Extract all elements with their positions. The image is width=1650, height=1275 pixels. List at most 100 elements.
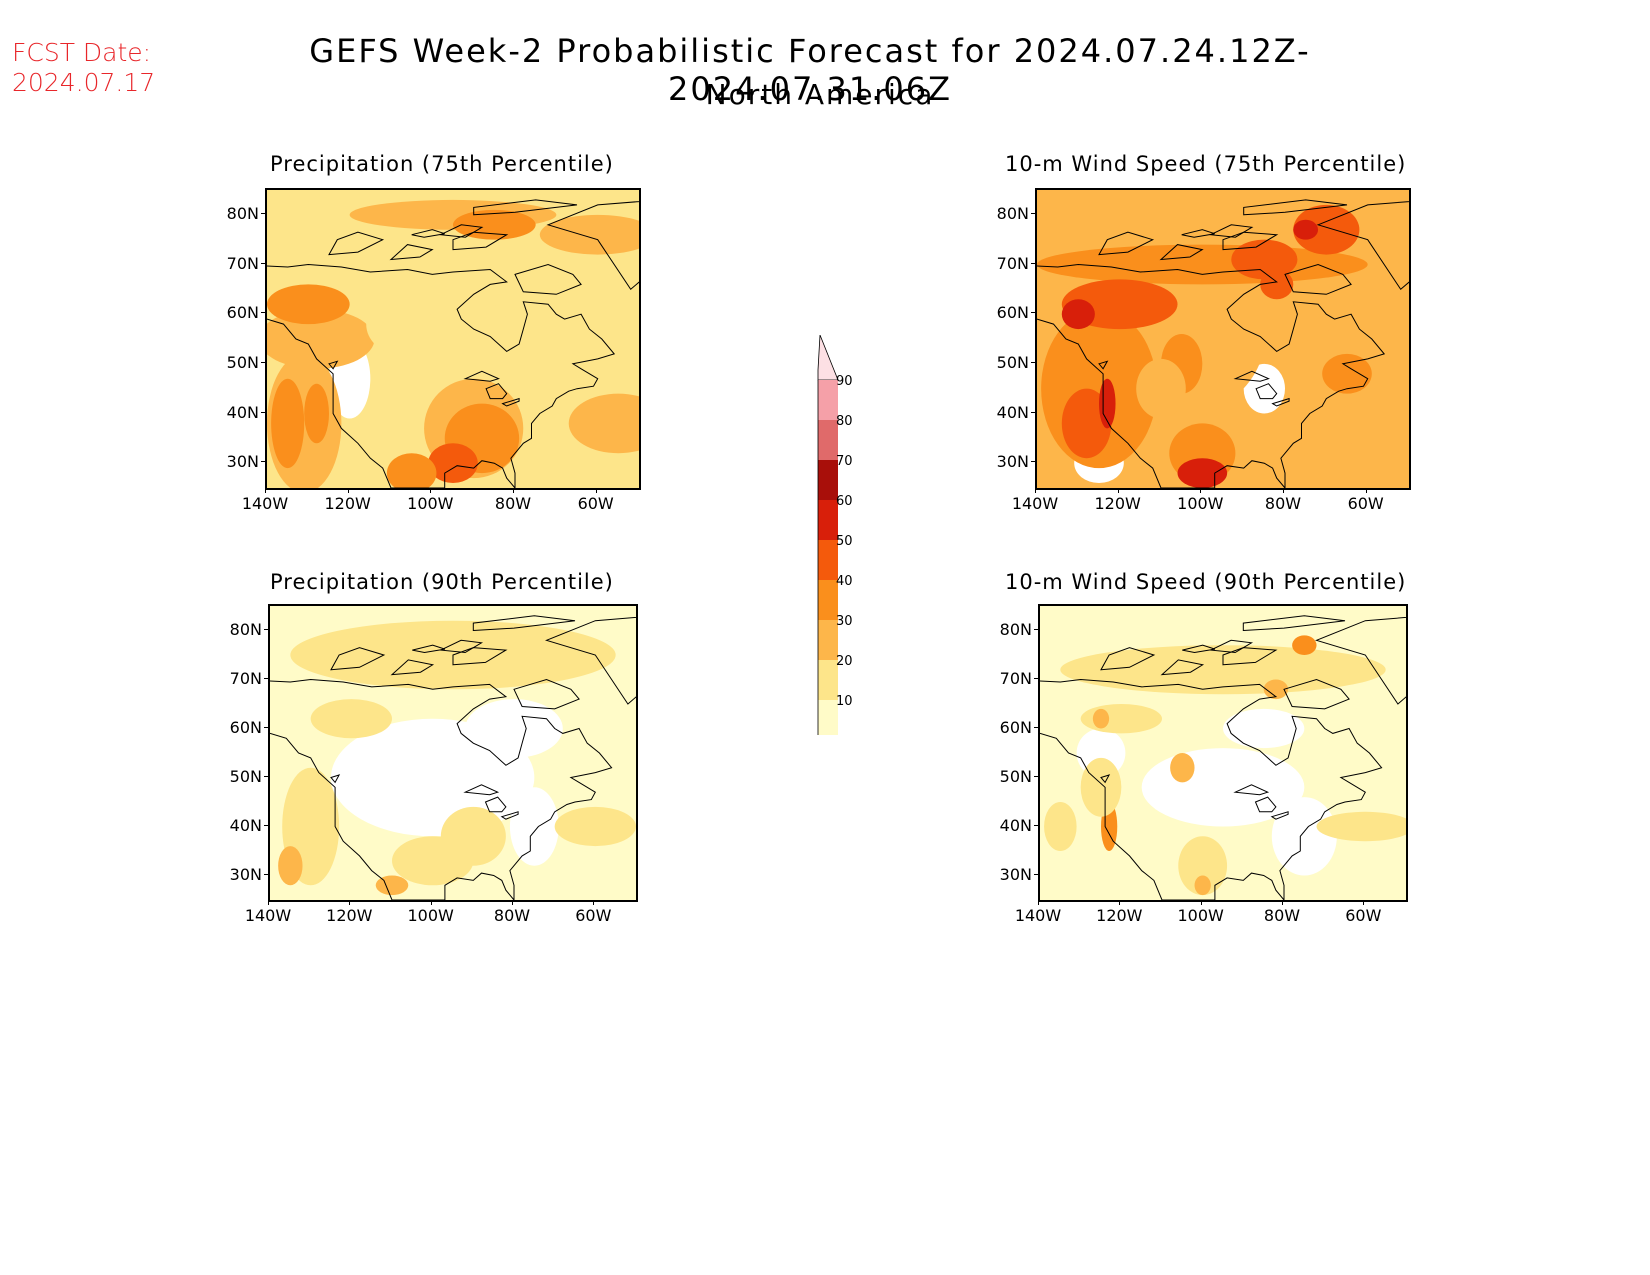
lat-tick bbox=[1031, 312, 1036, 314]
probability-contour bbox=[1060, 645, 1386, 695]
probability-contour bbox=[271, 378, 305, 469]
shoreline bbox=[501, 397, 520, 407]
lat-tick bbox=[264, 775, 269, 777]
lat-tick-label: 80N bbox=[226, 203, 259, 223]
shoreline bbox=[1314, 616, 1406, 705]
lat-tick bbox=[261, 262, 266, 264]
colorbar bbox=[817, 335, 839, 735]
lat-tick bbox=[1034, 775, 1039, 777]
lat-tick bbox=[1031, 461, 1036, 463]
shoreline bbox=[1181, 229, 1215, 238]
probability-contour bbox=[366, 294, 433, 354]
shoreline bbox=[1100, 647, 1156, 671]
lat-tick-label: 40N bbox=[226, 402, 259, 422]
lat-tick-label: 60N bbox=[229, 717, 262, 737]
map-canvas bbox=[267, 199, 639, 488]
colorbar-label: 60 bbox=[836, 494, 853, 509]
lon-tick bbox=[595, 488, 597, 493]
shoreline bbox=[328, 360, 339, 370]
lon-tick bbox=[1117, 488, 1119, 493]
lat-tick-label: 70N bbox=[996, 253, 1029, 273]
coastline bbox=[267, 263, 616, 488]
shoreline bbox=[1243, 199, 1348, 216]
coastline bbox=[1040, 678, 1383, 900]
colorbar-label: 20 bbox=[836, 654, 853, 669]
lat-tick-label: 50N bbox=[229, 766, 262, 786]
probability-contour bbox=[523, 348, 590, 399]
colorbar-swatch bbox=[818, 540, 838, 580]
probability-contour bbox=[304, 383, 329, 444]
lat-tick bbox=[264, 726, 269, 728]
panel-title-precip-75: Precipitation (75th Percentile) bbox=[270, 152, 614, 176]
map-canvas bbox=[1040, 615, 1406, 900]
colorbar-swatch bbox=[818, 660, 838, 700]
shoreline bbox=[472, 615, 576, 632]
lat-tick bbox=[1031, 262, 1036, 264]
lat-tick bbox=[264, 628, 269, 630]
probability-contour bbox=[428, 443, 478, 484]
probability-contour bbox=[1316, 811, 1406, 842]
lat-tick-label: 80N bbox=[996, 203, 1029, 223]
probability-contour bbox=[1292, 635, 1317, 655]
colorbar-label: 10 bbox=[836, 694, 853, 709]
lat-tick bbox=[264, 677, 269, 679]
lat-tick-label: 30N bbox=[226, 452, 259, 472]
shoreline bbox=[546, 201, 639, 291]
lat-tick-label: 40N bbox=[229, 815, 262, 835]
colorbar-label: 50 bbox=[836, 534, 853, 549]
shoreline bbox=[1233, 784, 1270, 796]
colorbar-swatch bbox=[818, 460, 838, 500]
probability-contour bbox=[1061, 299, 1095, 330]
lat-tick-label: 30N bbox=[999, 864, 1032, 884]
probability-contour bbox=[267, 284, 350, 325]
lat-tick-label: 50N bbox=[999, 766, 1032, 786]
forecast-date-value: 2024.07.17 bbox=[12, 68, 156, 97]
shoreline bbox=[452, 647, 508, 666]
lon-tick bbox=[1283, 488, 1284, 493]
lon-tick-label: 60W bbox=[1345, 906, 1382, 925]
lat-tick-label: 60N bbox=[999, 717, 1032, 737]
probability-contour bbox=[1170, 753, 1195, 783]
shoreline bbox=[1160, 659, 1205, 676]
shoreline bbox=[1283, 678, 1350, 710]
shoreline bbox=[1284, 263, 1352, 295]
colorbar-label: 40 bbox=[836, 574, 853, 589]
probability-contour bbox=[1177, 458, 1228, 488]
colorbar-swatch bbox=[818, 380, 838, 420]
lat-tick-label: 30N bbox=[229, 864, 262, 884]
shoreline bbox=[473, 199, 578, 216]
shoreline bbox=[1316, 201, 1409, 291]
colorbar-label: 80 bbox=[836, 414, 853, 429]
lon-tick-label: 140W bbox=[244, 906, 292, 925]
map-wind-90 bbox=[1038, 604, 1408, 902]
colorbar-swatch bbox=[818, 700, 838, 735]
shoreline bbox=[1159, 244, 1204, 261]
lat-tick-label: 30N bbox=[996, 452, 1029, 472]
probability-contour bbox=[386, 453, 437, 488]
shoreline bbox=[438, 639, 484, 654]
lat-tick-label: 50N bbox=[996, 352, 1029, 372]
lat-tick bbox=[264, 824, 269, 826]
probability-contour bbox=[1293, 204, 1360, 255]
lon-tick-label: 100W bbox=[407, 494, 454, 513]
probability-contour bbox=[1178, 836, 1228, 896]
low-probability-area bbox=[1271, 797, 1337, 876]
region-subtitle: North America bbox=[705, 78, 935, 111]
shoreline bbox=[463, 784, 500, 796]
shoreline bbox=[389, 244, 434, 261]
shoreline bbox=[1270, 811, 1289, 820]
shoreline bbox=[484, 796, 507, 813]
colorbar-cap-top bbox=[817, 335, 839, 381]
map-canvas bbox=[270, 615, 636, 900]
shoreline bbox=[412, 644, 446, 654]
shoreline bbox=[411, 229, 445, 238]
lon-tick-label: 80W bbox=[493, 906, 531, 925]
lat-tick-label: 80N bbox=[229, 619, 262, 639]
colorbar-label: 90 bbox=[836, 374, 853, 389]
shoreline bbox=[330, 774, 341, 784]
lat-tick bbox=[261, 411, 266, 413]
probability-contour bbox=[1080, 757, 1122, 817]
lon-tick-label: 120W bbox=[324, 494, 371, 513]
lon-tick bbox=[349, 900, 351, 905]
lat-tick bbox=[1034, 824, 1039, 826]
